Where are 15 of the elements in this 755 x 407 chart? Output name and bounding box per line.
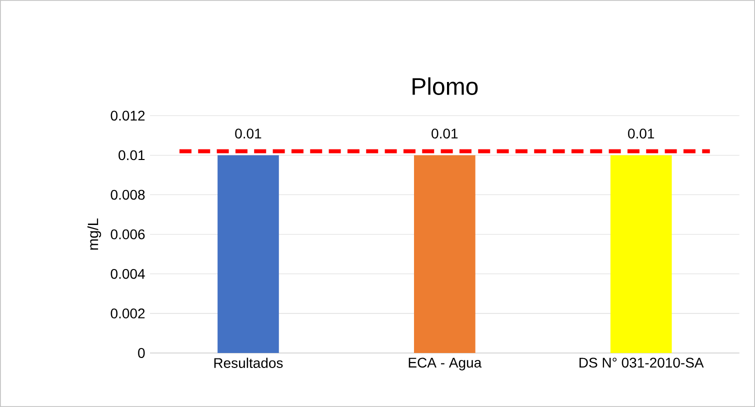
data-label: 0.01: [628, 128, 654, 139]
chart-title: Plomo: [412, 77, 478, 95]
y-tick-label: 0.008: [110, 190, 145, 200]
y-tick-label: 0.002: [110, 308, 145, 318]
y-axis-title: mg/L: [87, 218, 102, 250]
x-tick-label: ECA - Agua: [408, 358, 482, 370]
y-tick-label: 0.012: [110, 110, 145, 121]
data-label: 0.01: [235, 128, 262, 139]
y-tick-label: 0: [138, 348, 145, 358]
y-tick-label: 0.006: [110, 229, 145, 240]
x-tick-label: DS N° 031-2010-SA: [580, 358, 704, 368]
y-tick-label: 0.01: [118, 150, 145, 160]
data-label: 0.01: [432, 128, 458, 139]
y-tick-label: 0.004: [110, 268, 145, 279]
x-tick-label: Resultados: [214, 358, 283, 368]
